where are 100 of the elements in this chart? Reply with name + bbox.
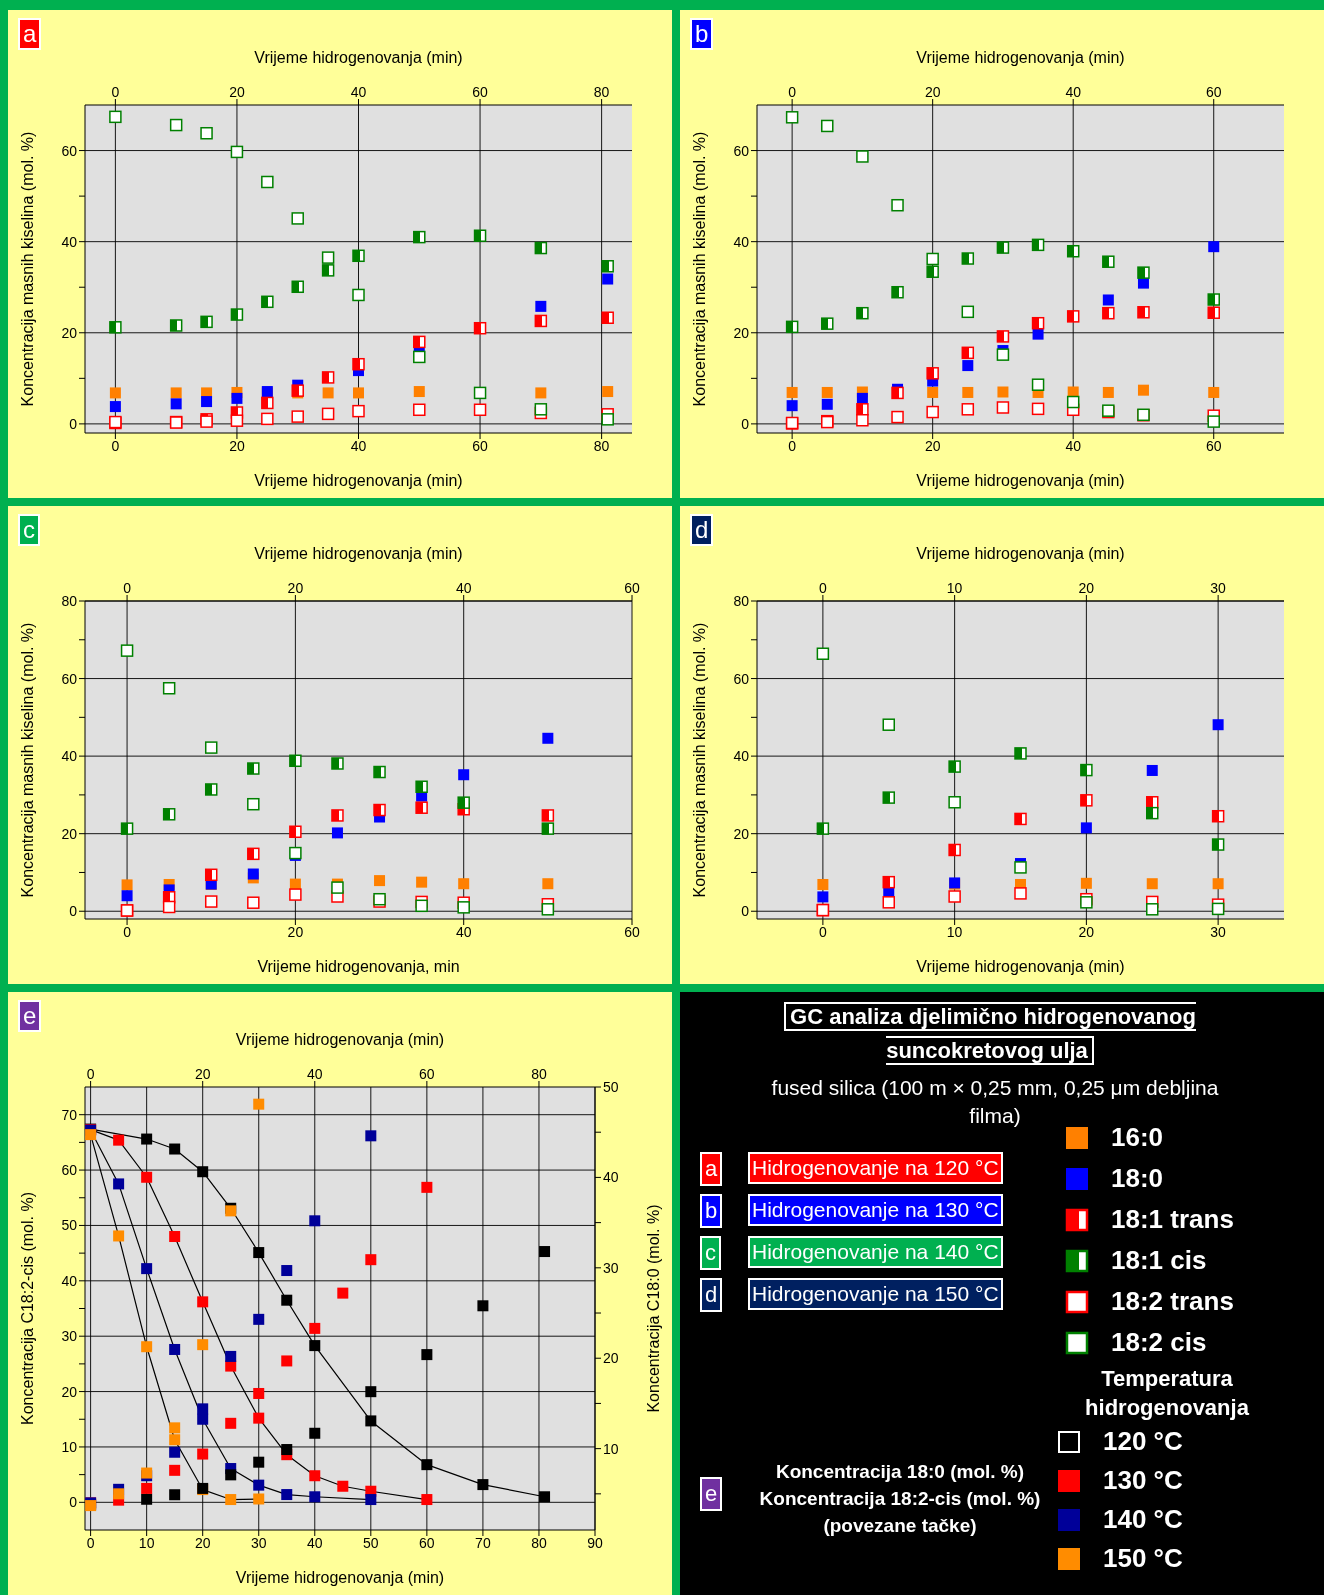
y-tick-label: 0 (741, 415, 750, 432)
x-tick-label: 40 (350, 437, 367, 454)
x-tick-label: 40 (455, 923, 472, 940)
x2-tick-label: 20 (924, 84, 941, 100)
x2-tick-label: 30 (1210, 580, 1227, 596)
x2-tick-label: 0 (788, 84, 797, 100)
y-tick-label: 30 (61, 1328, 78, 1345)
x2-tick-label: 60 (419, 1066, 435, 1082)
text: 18:2 trans (1111, 1286, 1234, 1317)
y-tick-label: 60 (61, 670, 78, 687)
y-tick-label: 40 (733, 233, 750, 250)
y-tick-label: 80 (733, 592, 750, 609)
x2-tick-label: 40 (1065, 84, 1082, 100)
x2-tick-label: 40 (350, 84, 367, 100)
x-tick-label: 20 (1078, 923, 1095, 940)
text: 18:0 (1111, 1163, 1164, 1194)
y-axis-title: Koncentracija masnih kiselina (mol. %) (18, 622, 36, 898)
x2-tick-label: 0 (86, 1066, 95, 1082)
y-tick-label: 60 (61, 1162, 78, 1179)
text: Hidrogenovanje na 130 °C (748, 1194, 1003, 1226)
y-tick-label: 20 (61, 324, 78, 341)
text: GC analiza djelimično hidrogenovanog suncokretovog ulja (784, 1002, 1196, 1065)
x-tick-label: 0 (111, 437, 120, 454)
y-tick-label: 40 (61, 233, 78, 250)
x-tick-label: 20 (229, 437, 245, 454)
y-axis-title: Koncentracija C18:2-cis (mol. %) (18, 1192, 36, 1425)
chart-title: e (18, 1000, 42, 1032)
legend-label: 120 °C (1103, 1426, 1183, 1457)
x-axis-title: Vrijeme hidrogenovanja (min) (916, 958, 1125, 975)
x2-tick-label: 40 (455, 580, 472, 596)
x2-tick-label: 20 (229, 84, 245, 100)
y-tick-label: 20 (733, 324, 750, 341)
x2-tick-label: 0 (123, 580, 132, 596)
legend-label: 130 °C (1103, 1465, 1183, 1496)
x2-axis-title: Vrijeme hidrogenovanja (min) (916, 49, 1125, 67)
x-tick-label: 60 (419, 1534, 435, 1551)
text: 18:2 cis (1111, 1327, 1207, 1358)
x-tick-label: 0 (123, 923, 132, 940)
y2-axis-title: Koncentracija C18:0 (mol. %) (644, 1204, 662, 1413)
x2-tick-label: 40 (306, 1066, 323, 1082)
x-axis-title: Vrijeme hidrogenovanja (min) (916, 472, 1125, 489)
x2-axis-title: Vrijeme hidrogenovanja (min) (235, 1031, 445, 1049)
y2-tick-label: 20 (603, 1350, 619, 1367)
x-axis-title: Vrijeme hidrogenovanja (min) (235, 1569, 445, 1586)
text: Koncentracija 18:0 (mol. %) (774, 1460, 1026, 1484)
x-tick-label: 10 (946, 923, 963, 940)
x-axis-title: Vrijeme hidrogenovanja (min) (254, 472, 463, 489)
y-tick-label: 80 (61, 592, 78, 609)
x-tick-label: 0 (818, 923, 827, 940)
y-tick-label: 60 (61, 142, 78, 159)
y-tick-label: 40 (61, 1272, 78, 1289)
x2-tick-label: 20 (287, 580, 304, 596)
x-axis-title: Vrijeme hidrogenovanja, min (257, 958, 460, 975)
text: d (700, 1278, 723, 1312)
x-tick-label: 20 (924, 437, 941, 454)
y-tick-label: 0 (69, 415, 78, 432)
legend-label: 140 °C (1103, 1504, 1183, 1535)
x-tick-label: 30 (250, 1534, 267, 1551)
x-tick-label: 70 (475, 1534, 491, 1551)
x-tick-label: 20 (287, 923, 304, 940)
x2-tick-label: 80 (531, 1066, 547, 1082)
text: c (700, 1236, 721, 1270)
y2-tick-label: 50 (603, 1078, 619, 1095)
legend-title: Temperatura hidrogenovanja (1084, 1365, 1250, 1422)
text: (povezane tačke) (822, 1514, 978, 1538)
y-axis-title: Koncentracija masnih kiselina (mol. %) (690, 131, 708, 407)
x-tick-label: 40 (1065, 437, 1082, 454)
y-tick-label: 20 (61, 1383, 78, 1400)
y-tick-label: 0 (741, 903, 750, 920)
y2-tick-label: 10 (603, 1440, 619, 1457)
legend-label: 150 °C (1103, 1543, 1183, 1574)
x2-axis-title: Vrijeme hidrogenovanja (min) (254, 545, 463, 563)
text: 18:1 cis (1111, 1245, 1207, 1276)
x-tick-label: 90 (587, 1534, 603, 1551)
y-tick-label: 50 (61, 1217, 78, 1234)
x-tick-label: 10 (138, 1534, 155, 1551)
text: 18:1 trans (1111, 1204, 1234, 1235)
y2-tick-label: 30 (603, 1259, 619, 1276)
y-tick-label: 40 (733, 748, 750, 765)
x2-tick-label: 60 (624, 580, 640, 596)
text: e (700, 1477, 723, 1511)
chart-title: a (18, 18, 42, 50)
x2-tick-label: 0 (818, 580, 827, 596)
x2-tick-label: 20 (1078, 580, 1095, 596)
y2-tick-label: 40 (603, 1169, 619, 1186)
x2-tick-label: 20 (194, 1066, 211, 1082)
x-tick-label: 0 (86, 1534, 95, 1551)
x-tick-label: 40 (306, 1534, 323, 1551)
y-axis-title: Koncentracija masnih kiselina (mol. %) (690, 622, 708, 898)
x-tick-label: 0 (788, 437, 797, 454)
y-tick-label: 60 (733, 142, 750, 159)
x2-axis-title: Vrijeme hidrogenovanja (min) (916, 545, 1125, 563)
text: Hidrogenovanje na 150 °C (748, 1278, 1003, 1310)
y-tick-label: 60 (733, 670, 750, 687)
text: Hidrogenovanje na 140 °C (748, 1236, 1003, 1268)
chart-title: d (690, 514, 714, 546)
x2-tick-label: 80 (593, 84, 610, 100)
x-tick-label: 50 (363, 1534, 379, 1551)
x-tick-label: 60 (472, 437, 489, 454)
y-tick-label: 0 (69, 1494, 78, 1511)
